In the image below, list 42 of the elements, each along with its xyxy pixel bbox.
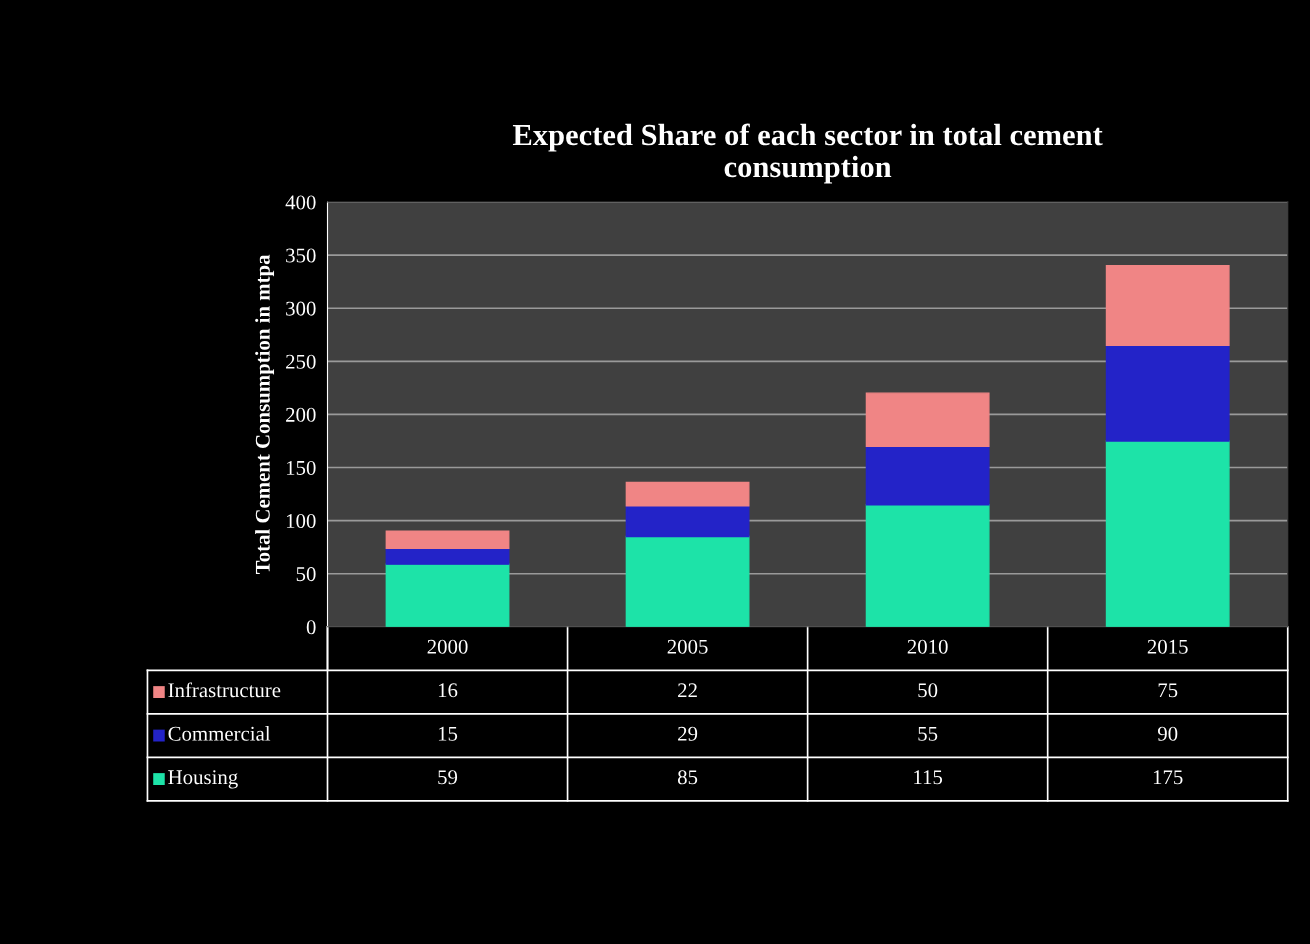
data-label: 115: [914, 770, 943, 785]
bar: [385, 547, 510, 565]
bar: [1105, 440, 1230, 627]
y-tick-label: 100: [286, 513, 316, 529]
data-label: 22: [678, 683, 697, 698]
bar: [625, 481, 750, 507]
x-tick-label: 2000: [427, 639, 468, 654]
bar: [865, 445, 990, 506]
bar: [1105, 344, 1230, 442]
data-label: 90: [1157, 726, 1178, 741]
bar: [385, 530, 510, 549]
y-tick-label: 250: [286, 354, 316, 369]
y-tick-label: 50: [296, 567, 316, 582]
chart-title: Expected Share of each sector in total cement consumption: [512, 123, 1103, 184]
y-tick-label: 400: [285, 195, 316, 210]
bar: [385, 563, 510, 627]
x-tick-label: 2005: [667, 639, 708, 654]
y-tick-label: 200: [286, 407, 316, 422]
bar: [865, 503, 990, 627]
x-tick-label: 2010: [907, 639, 948, 654]
x-tick-label: 2015: [1147, 639, 1188, 654]
legend-label: Infrastructure: [168, 682, 281, 698]
data-label: 75: [1158, 683, 1178, 698]
legend-label: Housing: [168, 770, 238, 789]
bar: [1105, 265, 1230, 347]
legend-label: Commercial: [168, 726, 271, 741]
data-label: 15: [438, 726, 458, 741]
data-label: 85: [677, 770, 698, 785]
bar: [625, 535, 750, 627]
data-label: 59: [438, 770, 458, 785]
bar: [625, 505, 750, 538]
data-label: 29: [678, 726, 698, 741]
y-axis-title: Total Cement Consumption in mtpa: [255, 254, 275, 575]
y-tick-label: 300: [286, 301, 316, 316]
data-label: 55: [918, 726, 938, 741]
y-tick-label: 150: [286, 460, 316, 475]
y-tick-label: 0: [306, 620, 316, 635]
data-label: 175: [1153, 770, 1183, 785]
data-label: 16: [438, 683, 458, 698]
data-label: 50: [918, 683, 938, 698]
bar: [865, 392, 990, 447]
y-tick-label: 350: [286, 248, 316, 263]
